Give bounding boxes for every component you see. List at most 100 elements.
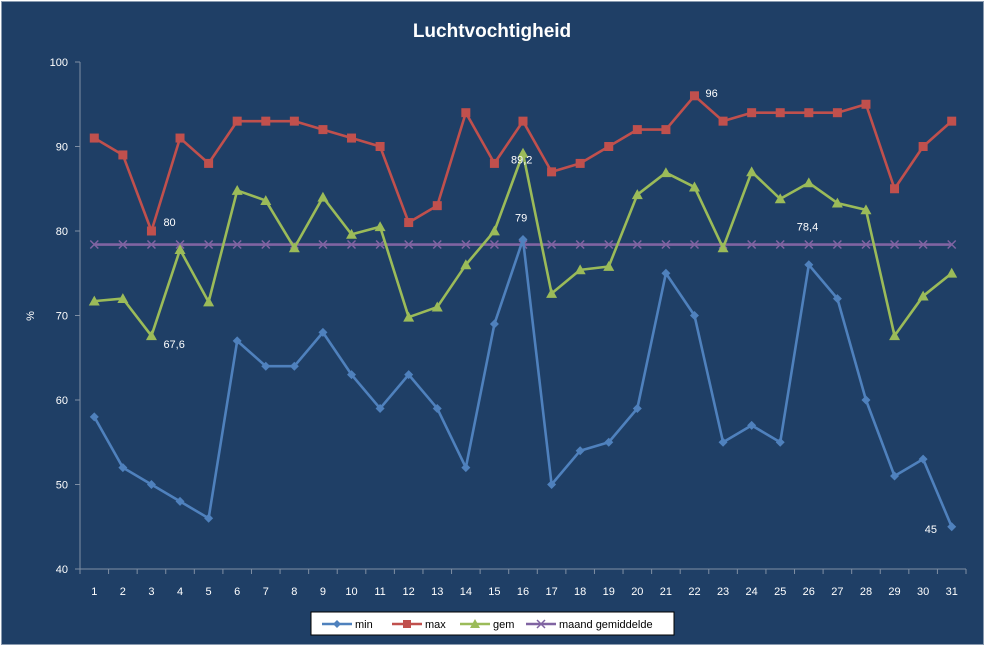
x-tick-label: 19	[603, 586, 615, 598]
x-tick-label: 15	[488, 586, 500, 598]
marker-maand-gemiddelde	[261, 239, 271, 250]
x-tick-label: 28	[860, 586, 872, 598]
marker-maand-gemiddelde-stroke	[146, 239, 156, 250]
marker-gem	[946, 267, 958, 278]
x-tick-label: 25	[774, 586, 786, 598]
marker-maand-gemiddelde	[918, 239, 928, 250]
marker-max	[347, 133, 357, 143]
marker-maand-gemiddelde	[775, 239, 785, 250]
marker-max	[689, 91, 699, 101]
marker-max	[403, 620, 411, 628]
marker-min	[333, 620, 341, 628]
marker-min	[175, 496, 185, 506]
data-labels: 80 67,6 89,2 79 96 78,4 45	[163, 88, 937, 536]
marker-maand-gemiddelde-stroke	[747, 239, 757, 250]
marker-min	[432, 403, 442, 413]
marker-maand-gemiddelde-stroke	[661, 239, 671, 250]
marker-max	[89, 133, 99, 143]
marker-min	[118, 463, 128, 473]
marker-gem	[403, 311, 415, 322]
legend-item-max: max	[392, 619, 446, 631]
marker-maand-gemiddelde-stroke	[604, 239, 614, 250]
marker-maand-gemiddelde	[947, 239, 957, 250]
marker-maand-gemiddelde-stroke	[204, 239, 214, 250]
marker-maand-gemiddelde	[890, 239, 900, 250]
legend-item-min: min	[322, 619, 373, 631]
marker-maand-gemiddelde-stroke	[832, 239, 842, 250]
marker-min	[718, 437, 728, 447]
x-tick-label: 31	[946, 586, 958, 598]
marker-maand-gemiddelde	[404, 239, 414, 250]
marker-gem	[88, 295, 100, 306]
marker-min	[604, 437, 614, 447]
marker-gem	[860, 204, 872, 215]
marker-max	[204, 158, 214, 168]
marker-gem	[288, 242, 300, 253]
series-line-min	[93, 238, 953, 528]
marker-max	[661, 125, 671, 135]
marker-min	[489, 319, 499, 329]
marker-min	[518, 234, 528, 244]
marker-max	[175, 133, 185, 143]
marker-gem	[346, 228, 358, 239]
marker-maand-gemiddelde-stroke	[689, 239, 700, 250]
marker-max	[947, 116, 957, 126]
marker-maand-gemiddelde-stroke	[775, 239, 785, 250]
marker-max	[861, 99, 871, 109]
marker-min	[204, 513, 214, 523]
legend-box	[310, 611, 675, 636]
marker-min	[861, 395, 871, 405]
marker-max	[604, 142, 614, 151]
marker-max	[804, 108, 814, 118]
marker-gem	[203, 296, 215, 307]
marker-maand-gemiddelde	[146, 239, 156, 250]
marker-maand-gemiddelde-stroke	[346, 239, 357, 250]
series-layer	[88, 91, 958, 532]
marker-max	[547, 167, 557, 177]
x-tick-label: 27	[831, 586, 843, 598]
marker-gem	[374, 221, 386, 232]
marker-gem	[431, 301, 443, 312]
marker-maand-gemiddelde-stroke	[536, 619, 546, 629]
marker-maand-gemiddelde	[547, 239, 557, 250]
x-tick-label: 29	[888, 586, 900, 598]
marker-maand-gemiddelde	[346, 239, 357, 250]
marker-maand-gemiddelde-stroke	[575, 239, 585, 250]
marker-maand-gemiddelde-stroke	[861, 239, 871, 250]
marker-min	[461, 463, 471, 473]
marker-maand-gemiddelde	[861, 239, 871, 250]
marker-gem	[917, 290, 929, 301]
data-label: 80	[163, 217, 175, 229]
x-tick-label: 17	[545, 586, 557, 598]
x-tick-label: 8	[291, 586, 297, 598]
marker-maand-gemiddelde	[318, 239, 328, 250]
marker-maand-gemiddelde-stroke	[547, 239, 557, 250]
marker-max	[318, 125, 328, 135]
marker-min	[375, 403, 385, 413]
x-tick-label: 10	[345, 586, 357, 598]
y-tick-label: 50	[56, 480, 68, 492]
x-tick-label: 14	[460, 586, 472, 598]
marker-min	[404, 370, 414, 380]
marker-min	[832, 294, 842, 304]
marker-maand-gemiddelde	[536, 619, 546, 629]
x-tick-label: 22	[688, 586, 700, 598]
data-label: 78,4	[797, 222, 818, 234]
marker-min	[547, 480, 557, 489]
series-gem	[88, 147, 958, 341]
legend-label: min	[355, 619, 373, 631]
x-tick-label: 16	[517, 586, 529, 598]
marker-maand-gemiddelde	[832, 239, 842, 250]
x-ticks: 1 2 3 4 5 6 7 8 9 10 11 12 13 14 15 16 17 18 19 20 21 22 23 24 2…	[79, 569, 967, 598]
y-tick-label: 70	[56, 311, 68, 323]
marker-max	[289, 116, 299, 126]
marker-gem	[688, 181, 700, 192]
marker-gem	[746, 166, 758, 177]
marker-maand-gemiddelde-stroke	[804, 239, 814, 250]
marker-gem	[717, 242, 729, 253]
marker-gem	[603, 260, 615, 271]
marker-maand-gemiddelde	[89, 239, 99, 250]
marker-gem	[145, 330, 157, 341]
x-tick-label: 20	[631, 586, 643, 598]
